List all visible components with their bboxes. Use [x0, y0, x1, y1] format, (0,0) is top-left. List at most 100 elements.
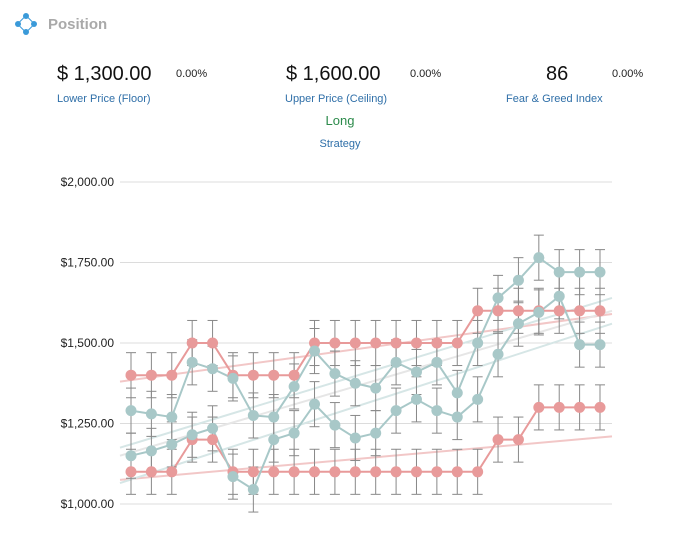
data-point — [410, 366, 422, 378]
data-point — [186, 356, 198, 368]
floor-price-change: 0.00% — [176, 68, 208, 80]
data-point — [309, 345, 321, 357]
data-point — [553, 290, 565, 302]
data-point — [145, 445, 157, 457]
data-point — [227, 372, 239, 384]
data-point — [574, 401, 586, 413]
y-tick-label: $1,750.00 — [61, 256, 115, 270]
data-point — [533, 252, 545, 264]
data-point — [431, 466, 443, 478]
data-point — [451, 337, 463, 349]
data-point — [349, 337, 361, 349]
data-point — [472, 466, 484, 478]
data-point — [574, 305, 586, 317]
data-point — [451, 411, 463, 423]
data-point — [431, 356, 443, 368]
data-point — [390, 405, 402, 417]
data-point — [370, 427, 382, 439]
data-point — [247, 369, 259, 381]
data-point — [410, 337, 422, 349]
strategy-label: Strategy — [319, 138, 361, 150]
panel-header: Position — [14, 10, 107, 38]
data-point — [431, 337, 443, 349]
data-point — [553, 305, 565, 317]
data-point — [512, 274, 524, 286]
data-point — [594, 401, 606, 413]
ceiling-price-label: Upper Price (Ceiling) — [285, 93, 388, 105]
data-point — [410, 393, 422, 405]
data-point — [492, 348, 504, 360]
data-point — [492, 292, 504, 304]
data-point — [227, 471, 239, 483]
data-point — [268, 434, 280, 446]
data-point — [125, 369, 137, 381]
data-point — [492, 305, 504, 317]
data-point — [125, 405, 137, 417]
data-point — [390, 466, 402, 478]
trend-line — [119, 313, 613, 383]
data-point — [145, 466, 157, 478]
data-point — [145, 369, 157, 381]
data-point — [329, 466, 341, 478]
data-point — [329, 368, 341, 380]
data-point — [390, 356, 402, 368]
data-point — [472, 337, 484, 349]
data-point — [553, 401, 565, 413]
data-point — [247, 466, 259, 478]
trend-line — [119, 296, 613, 449]
trend-line — [119, 435, 613, 481]
data-point — [370, 337, 382, 349]
position-icon — [14, 12, 38, 36]
data-point — [288, 466, 300, 478]
data-point — [329, 337, 341, 349]
y-tick-label: $1,500.00 — [61, 336, 115, 350]
data-point — [512, 318, 524, 330]
data-point — [594, 305, 606, 317]
data-point — [329, 419, 341, 431]
data-point — [268, 411, 280, 423]
data-point — [349, 377, 361, 389]
data-point — [288, 427, 300, 439]
data-point — [594, 266, 606, 278]
data-point — [186, 337, 198, 349]
data-point — [207, 434, 219, 446]
y-tick-label: $1,250.00 — [61, 417, 115, 431]
fear-greed-change: 0.00% — [612, 68, 644, 80]
ceiling-price-value: $ 1,600.00 — [286, 63, 381, 85]
data-point — [207, 363, 219, 375]
data-point — [492, 434, 504, 446]
data-point — [594, 339, 606, 351]
data-point — [349, 466, 361, 478]
data-point — [533, 401, 545, 413]
data-point — [370, 466, 382, 478]
data-point — [349, 432, 361, 444]
price-chart: $2,000.00 $1,750.00 $1,500.00 $1,250.00 $1,0… — [61, 175, 613, 513]
data-point — [512, 434, 524, 446]
data-point — [574, 266, 586, 278]
data-point — [145, 408, 157, 420]
data-point — [125, 450, 137, 462]
data-point — [247, 484, 259, 496]
data-point — [431, 405, 443, 417]
strategy-value: Long — [325, 113, 355, 128]
data-point — [207, 422, 219, 434]
data-point — [207, 337, 219, 349]
data-point — [268, 369, 280, 381]
data-point — [309, 466, 321, 478]
data-point — [247, 409, 259, 421]
data-point — [309, 337, 321, 349]
data-point — [166, 369, 178, 381]
data-point — [166, 466, 178, 478]
floor-price-value: $ 1,300.00 — [57, 63, 152, 85]
fear-greed-value: 86 — [546, 63, 569, 85]
data-point — [268, 466, 280, 478]
data-point — [472, 393, 484, 405]
data-point — [574, 339, 586, 351]
y-tick-label: $1,000.00 — [61, 497, 115, 511]
data-point — [410, 466, 422, 478]
data-point — [166, 438, 178, 450]
data-point — [166, 411, 178, 423]
page-title: Position — [48, 15, 108, 33]
series-line — [130, 256, 600, 419]
floor-price-label: Lower Price (Floor) — [57, 93, 151, 105]
